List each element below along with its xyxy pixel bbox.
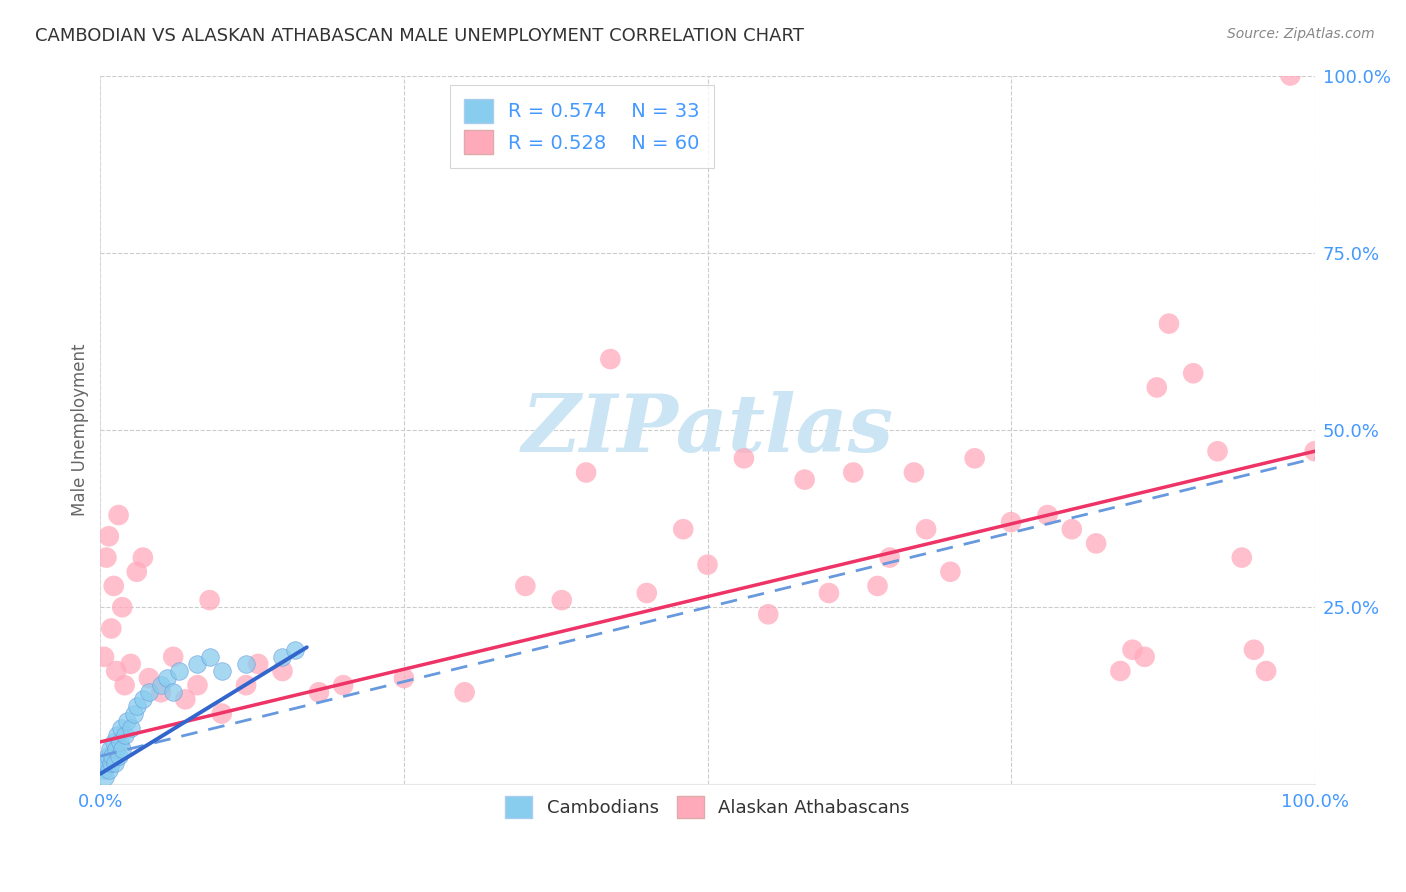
- Point: [125, 565, 148, 579]
- Point: [93, 649, 115, 664]
- Point: [1085, 536, 1108, 550]
- Point: [1243, 642, 1265, 657]
- Point: [93, 764, 115, 778]
- Point: [879, 550, 901, 565]
- Point: [100, 622, 122, 636]
- Point: [111, 600, 134, 615]
- Point: [114, 678, 136, 692]
- Point: [103, 579, 125, 593]
- Point: [672, 522, 695, 536]
- Point: [1279, 69, 1302, 83]
- Point: [1146, 380, 1168, 394]
- Point: [120, 657, 142, 671]
- Point: [104, 756, 127, 771]
- Point: [818, 586, 841, 600]
- Point: [308, 685, 330, 699]
- Point: [515, 579, 537, 593]
- Point: [284, 642, 307, 657]
- Point: [842, 466, 865, 480]
- Text: Source: ZipAtlas.com: Source: ZipAtlas.com: [1227, 27, 1375, 41]
- Point: [150, 685, 173, 699]
- Point: [211, 664, 233, 678]
- Point: [150, 678, 173, 692]
- Point: [114, 728, 136, 742]
- Point: [636, 586, 658, 600]
- Legend: Cambodians, Alaskan Athabascans: Cambodians, Alaskan Athabascans: [498, 789, 917, 825]
- Point: [1230, 550, 1253, 565]
- Point: [1182, 366, 1205, 380]
- Point: [793, 473, 815, 487]
- Point: [100, 756, 122, 771]
- Point: [138, 685, 160, 699]
- Point: [235, 678, 257, 692]
- Point: [575, 466, 598, 480]
- Point: [96, 550, 118, 565]
- Point: [599, 352, 621, 367]
- Point: [332, 678, 354, 692]
- Point: [169, 664, 191, 678]
- Point: [903, 466, 925, 480]
- Point: [94, 770, 117, 784]
- Y-axis label: Male Unemployment: Male Unemployment: [72, 343, 89, 516]
- Point: [98, 742, 121, 756]
- Point: [110, 721, 132, 735]
- Point: [115, 714, 138, 728]
- Point: [125, 699, 148, 714]
- Point: [186, 657, 208, 671]
- Point: [132, 692, 155, 706]
- Point: [1254, 664, 1277, 678]
- Text: CAMBODIAN VS ALASKAN ATHABASCAN MALE UNEMPLOYMENT CORRELATION CHART: CAMBODIAN VS ALASKAN ATHABASCAN MALE UNE…: [35, 27, 804, 45]
- Point: [101, 749, 124, 764]
- Point: [138, 671, 160, 685]
- Point: [124, 706, 146, 721]
- Point: [120, 721, 142, 735]
- Point: [235, 657, 257, 671]
- Point: [97, 529, 120, 543]
- Point: [132, 550, 155, 565]
- Point: [939, 565, 962, 579]
- Point: [97, 749, 120, 764]
- Point: [156, 671, 179, 685]
- Point: [198, 593, 221, 607]
- Point: [111, 742, 134, 756]
- Point: [271, 649, 294, 664]
- Point: [97, 764, 120, 778]
- Point: [211, 706, 233, 721]
- Point: [271, 664, 294, 678]
- Point: [1000, 515, 1022, 529]
- Point: [551, 593, 574, 607]
- Text: ZIPatlas: ZIPatlas: [522, 392, 894, 468]
- Point: [105, 742, 128, 756]
- Point: [1303, 444, 1326, 458]
- Point: [1121, 642, 1143, 657]
- Point: [1206, 444, 1229, 458]
- Point: [1133, 649, 1156, 664]
- Point: [105, 664, 128, 678]
- Point: [453, 685, 475, 699]
- Point: [162, 649, 184, 664]
- Point: [108, 735, 131, 749]
- Point: [107, 508, 129, 522]
- Point: [1109, 664, 1132, 678]
- Point: [174, 692, 197, 706]
- Point: [915, 522, 938, 536]
- Point: [866, 579, 889, 593]
- Point: [756, 607, 779, 622]
- Point: [198, 649, 221, 664]
- Point: [162, 685, 184, 699]
- Point: [107, 749, 129, 764]
- Point: [96, 756, 118, 771]
- Point: [392, 671, 415, 685]
- Point: [103, 735, 125, 749]
- Point: [696, 558, 718, 572]
- Point: [963, 451, 986, 466]
- Point: [186, 678, 208, 692]
- Point: [247, 657, 270, 671]
- Point: [733, 451, 755, 466]
- Point: [1036, 508, 1059, 522]
- Point: [105, 728, 128, 742]
- Point: [1157, 317, 1180, 331]
- Point: [1060, 522, 1083, 536]
